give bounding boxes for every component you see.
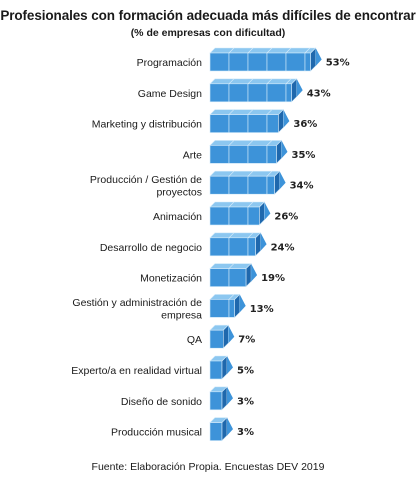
category-label: proyectos: [156, 186, 202, 198]
value-label: 35%: [292, 150, 316, 161]
bar: [209, 108, 290, 134]
bar: [209, 355, 233, 380]
bar: [209, 293, 246, 319]
category-label: Marketing y distribución: [92, 119, 202, 131]
bar: [209, 201, 271, 226]
bar: [209, 262, 258, 288]
value-label: 5%: [237, 366, 254, 377]
category-label: Diseño de sonido: [121, 396, 202, 408]
value-label: 7%: [238, 335, 255, 346]
bar: [209, 139, 288, 165]
bar-row: Monetización 19%: [140, 262, 285, 288]
value-label: 36%: [293, 119, 317, 130]
category-label: QA: [187, 334, 202, 346]
category-label: Arte: [183, 149, 202, 161]
value-label: 43%: [307, 88, 331, 99]
bar: [209, 78, 303, 103]
category-label: Game Design: [138, 88, 202, 100]
bar-row: Producción musical 3%: [111, 416, 254, 442]
bar-row: Game Design 43%: [138, 78, 331, 103]
bar-row: Marketing y distribución 36%: [92, 108, 317, 134]
bar-row: Arte 35%: [183, 139, 316, 165]
category-label: Monetización: [140, 273, 202, 285]
value-label: 53%: [326, 58, 350, 69]
value-label: 3%: [237, 427, 254, 438]
bar: [209, 416, 233, 442]
bar-row: Programación 53%: [137, 47, 350, 72]
category-label: empresa: [161, 310, 202, 322]
category-label: Producción musical: [111, 427, 202, 439]
bar-row: Animación 26%: [153, 201, 298, 226]
bar-row: Desarrollo de negocio 24%: [100, 232, 295, 257]
chart-title: Profesionales con formación adecuada más…: [0, 8, 416, 23]
bar: [209, 324, 235, 349]
bar-row: Diseño de sonido 3%: [121, 386, 254, 411]
value-label: 34%: [290, 181, 314, 192]
bar: [209, 170, 286, 195]
bar-row: QA 7%: [187, 324, 255, 349]
value-label: 24%: [271, 242, 295, 253]
category-label: Gestión y administración de: [72, 297, 202, 309]
category-label: Producción / Gestión de: [90, 174, 202, 186]
value-label: 3%: [237, 396, 254, 407]
bar: [209, 47, 322, 72]
bar: [209, 232, 267, 257]
chart-subtitle: (% de empresas con dificultad): [130, 27, 286, 39]
bar: [209, 386, 233, 411]
value-label: 19%: [261, 273, 285, 284]
category-label: Experto/a en realidad virtual: [71, 365, 202, 377]
category-label: Programación: [137, 57, 203, 69]
value-label: 26%: [274, 212, 298, 223]
bar-row: Experto/a en realidad virtual 5%: [71, 355, 254, 380]
value-label: 13%: [250, 304, 274, 315]
chart-source: Fuente: Elaboración Propia. Encuestas DE…: [91, 461, 325, 473]
category-label: Desarrollo de negocio: [100, 242, 202, 254]
category-label: Animación: [153, 211, 202, 223]
